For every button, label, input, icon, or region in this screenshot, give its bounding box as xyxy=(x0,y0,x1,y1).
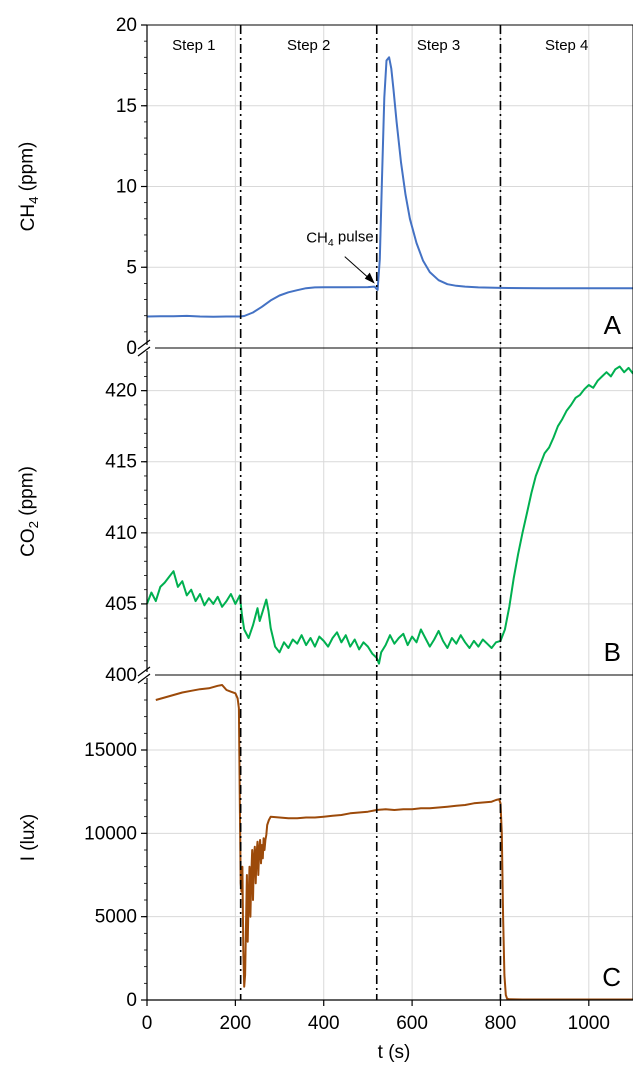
y-axis-title-C: I (lux) xyxy=(18,814,39,862)
x-tick-label-0: 0 xyxy=(142,1013,153,1034)
annotation-arrow-head xyxy=(364,272,375,284)
series-layer xyxy=(146,56,633,1001)
axis-break-mask-1 xyxy=(139,672,155,678)
x-axis-title: t (s) xyxy=(378,1042,411,1063)
y-tick-label-B-415: 415 xyxy=(105,452,137,473)
axis-break-mark-0 xyxy=(137,339,151,350)
x-tick-label-400: 400 xyxy=(308,1013,340,1034)
ch4-pulse-annotation: CH4 pulse xyxy=(306,228,374,249)
x-tick-label-800: 800 xyxy=(485,1013,517,1034)
y-tick-label-C-15000: 15000 xyxy=(84,740,137,761)
y-axis-title-A: CH4 (ppm) xyxy=(16,142,41,232)
x-tick-label-1000: 1000 xyxy=(568,1013,610,1034)
y-axis-title-B: CO2 (ppm) xyxy=(16,466,41,557)
step-label-2: Step 2 xyxy=(287,37,330,54)
axis-break-mark-1 xyxy=(137,673,151,684)
x-tick-label-600: 600 xyxy=(396,1013,428,1034)
step-label-1: Step 1 xyxy=(172,37,215,54)
step-label-4: Step 4 xyxy=(545,37,588,54)
y-tick-label-B-400: 400 xyxy=(105,665,137,686)
divider-layer xyxy=(239,25,502,1000)
y-tick-label-A-20: 20 xyxy=(116,15,137,36)
axis-break-mark-1 xyxy=(137,666,151,677)
series-line-A-0 xyxy=(146,56,633,318)
y-tick-label-C-0: 0 xyxy=(126,990,137,1011)
axes-layer xyxy=(137,24,633,1006)
x-tick-label-200: 200 xyxy=(220,1013,252,1034)
y-tick-label-C-5000: 5000 xyxy=(95,907,137,928)
y-tick-label-A-10: 10 xyxy=(116,177,137,198)
y-tick-label-C-10000: 10000 xyxy=(84,823,137,844)
y-tick-label-B-410: 410 xyxy=(105,523,137,544)
y-tick-label-A-15: 15 xyxy=(116,96,137,117)
panel-label-C: C xyxy=(602,962,621,992)
y-tick-label-A-5: 5 xyxy=(126,257,137,278)
axis-break-mask-0 xyxy=(139,345,155,351)
step-label-3: Step 3 xyxy=(417,37,460,54)
y-tick-label-B-420: 420 xyxy=(105,381,137,402)
y-tick-label-A-0: 0 xyxy=(126,338,137,359)
y-tick-label-B-405: 405 xyxy=(105,594,137,615)
axis-break-mark-0 xyxy=(137,346,151,357)
grid-layer xyxy=(147,24,633,1000)
text-layer: 0 5 10 15 20 CH4 (ppm) A 400 405 410 415 420 CO2 (pp… xyxy=(16,15,621,1063)
panel-label-B: B xyxy=(604,637,621,667)
series-line-B-0 xyxy=(146,365,633,665)
series-line-C-0 xyxy=(155,684,633,1001)
panel-label-A: A xyxy=(604,310,622,340)
